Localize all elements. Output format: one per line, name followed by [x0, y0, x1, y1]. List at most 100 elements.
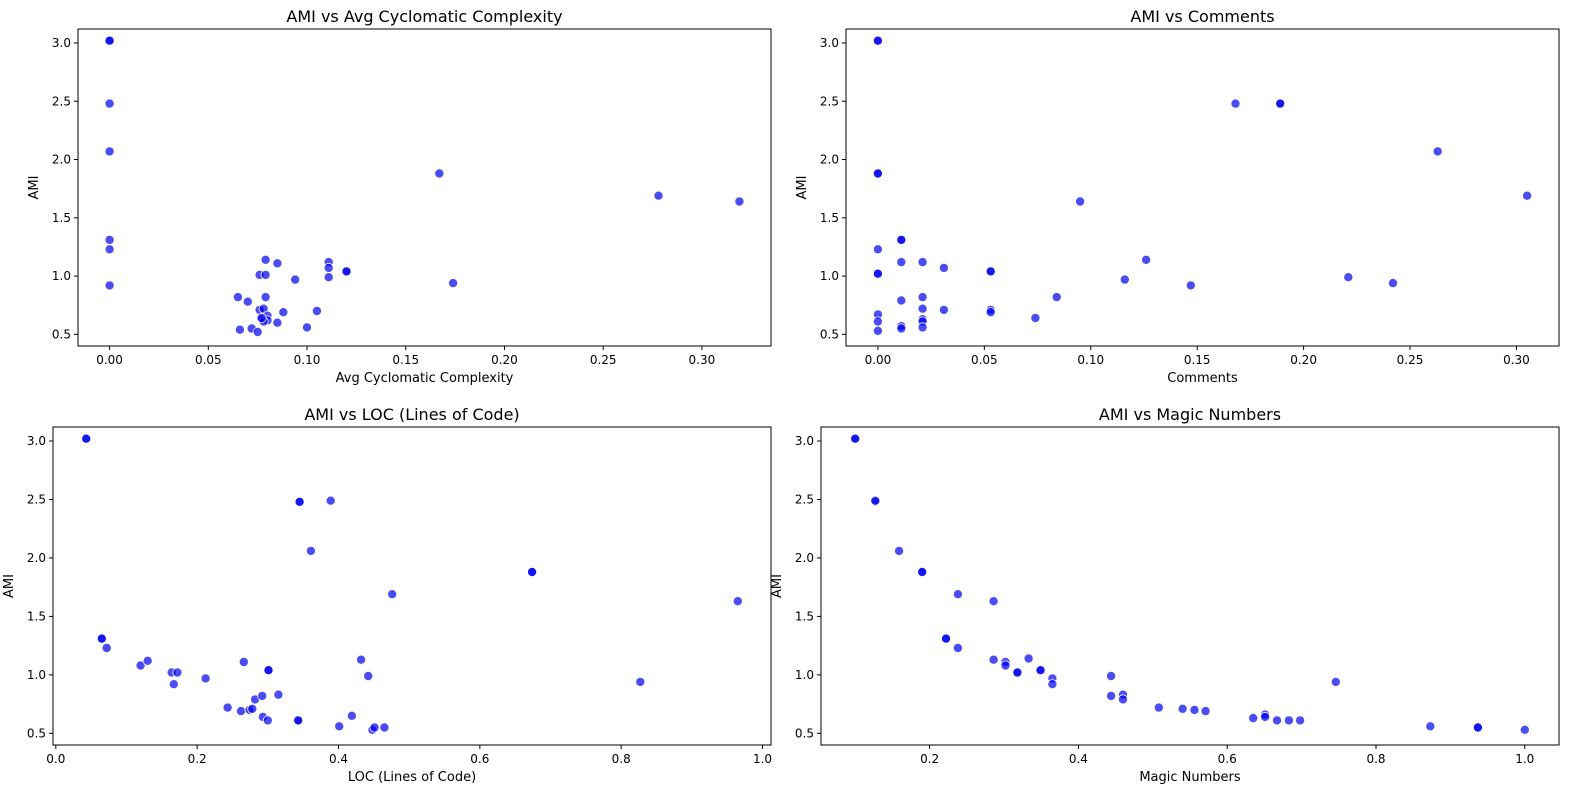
x-tick-label: 0.4	[1069, 752, 1088, 766]
scatter-point	[850, 433, 861, 444]
scatter-point	[247, 703, 258, 714]
x-tick-label: 0.15	[1184, 353, 1211, 367]
scatter-point	[104, 244, 115, 255]
scatter-point	[323, 272, 334, 283]
scatter-point	[252, 326, 263, 337]
scatter-point	[235, 706, 246, 717]
scatter-point	[1035, 665, 1046, 676]
scatter-point	[938, 304, 949, 315]
scatter-point	[1012, 667, 1023, 678]
scatter-point	[894, 545, 905, 556]
scatter-point	[988, 654, 999, 665]
scatter-point	[653, 190, 664, 201]
scatter-point	[1283, 715, 1294, 726]
x-tick-label: 1.0	[753, 752, 772, 766]
scatter-points	[850, 433, 1530, 735]
scatter-point	[262, 715, 273, 726]
scatter-point	[635, 676, 646, 687]
scatter-point	[323, 262, 334, 273]
scatter-point	[896, 257, 907, 268]
scatter-point	[917, 303, 928, 314]
scatter-point	[242, 296, 253, 307]
scatter-point	[1000, 660, 1011, 671]
y-tick-label: 2.0	[820, 153, 839, 167]
scatter-point	[294, 496, 305, 507]
scatter-point	[952, 643, 963, 654]
scatter-point	[1106, 690, 1117, 701]
scatter-point	[260, 269, 271, 280]
scatter-point	[872, 325, 883, 336]
y-tick-label: 2.5	[820, 94, 839, 108]
plot-frame	[820, 426, 1560, 746]
x-tick-label: 0.8	[1366, 752, 1385, 766]
y-tick-label: 0.5	[820, 327, 839, 341]
scatter-point	[222, 702, 233, 713]
x-tick-label: 0.15	[392, 353, 419, 367]
scatter-point	[1118, 694, 1129, 705]
x-tick-label: 0.25	[590, 353, 617, 367]
y-tick-label: 2.0	[52, 153, 71, 167]
scatter-point	[1388, 278, 1399, 289]
scatter-point	[1343, 272, 1354, 283]
scatter-point	[290, 274, 301, 285]
scatter-point	[142, 655, 153, 666]
scatter-points	[872, 35, 1533, 336]
scatter-point	[1047, 679, 1058, 690]
scatter-point	[272, 317, 283, 328]
scatter-point	[1519, 724, 1530, 735]
y-axis-label: AMI	[770, 574, 785, 598]
x-tick-label: 0.2	[188, 752, 207, 766]
scatter-point	[1275, 98, 1286, 109]
scatter-point	[346, 710, 357, 721]
scatter-point	[872, 244, 883, 255]
scatter-point	[273, 689, 284, 700]
subplot-4: 0.2 0.4 0.6 0.8 1.0 0.5 1.0 1.5 2.0 2.5 3.0 AMI vs …	[770, 405, 1560, 785]
chart-title: AMI vs Comments	[1130, 7, 1274, 26]
scatter-point	[1185, 280, 1196, 291]
y-tick-label: 1.5	[52, 211, 71, 225]
x-tick-label: 0.4	[329, 752, 348, 766]
chart-title: AMI vs LOC (Lines of Code)	[304, 405, 519, 424]
scatter-point	[896, 295, 907, 306]
scatter-point	[172, 667, 183, 678]
scatter-point	[917, 257, 928, 268]
scatter-point	[1248, 713, 1259, 724]
x-tick-label: 0.30	[1503, 353, 1530, 367]
x-axis-label: Magic Numbers	[1139, 770, 1241, 785]
y-tick-label: 2.5	[795, 492, 814, 506]
y-tick-label: 1.0	[820, 269, 839, 283]
scatter-point	[1272, 715, 1283, 726]
scatter-point	[527, 567, 538, 578]
scatter-points	[81, 433, 743, 735]
scatter-point	[872, 316, 883, 327]
scatter-point	[81, 433, 92, 444]
x-tick-label: 0.2	[920, 752, 939, 766]
scatter-point	[1153, 702, 1164, 713]
scatter-point	[293, 715, 304, 726]
x-tick-label: 0.30	[689, 353, 716, 367]
scatter-point	[278, 307, 289, 318]
scatter-points	[104, 35, 745, 337]
chart-title: AMI vs Magic Numbers	[1099, 405, 1281, 424]
scatter-point	[872, 35, 883, 46]
x-tick-label: 0.20	[491, 353, 518, 367]
y-tick-label: 1.5	[27, 609, 46, 623]
scatter-point	[96, 633, 107, 644]
scatter-point	[168, 679, 179, 690]
plot-frame	[845, 28, 1560, 347]
scatter-point	[1119, 274, 1130, 285]
scatter-point	[104, 98, 115, 109]
x-tick-label: 0.6	[1218, 752, 1237, 766]
y-tick-label: 2.0	[27, 551, 46, 565]
scatter-point	[1330, 676, 1341, 687]
scatter-point	[263, 665, 274, 676]
scatter-point	[104, 146, 115, 157]
scatter-point	[200, 673, 211, 684]
scatter-point	[917, 322, 928, 333]
scatter-point	[1177, 703, 1188, 714]
x-tick-label: 0.0	[46, 752, 65, 766]
scatter-point	[1106, 671, 1117, 682]
scatter-point	[434, 168, 445, 179]
scatter-point	[311, 305, 322, 316]
